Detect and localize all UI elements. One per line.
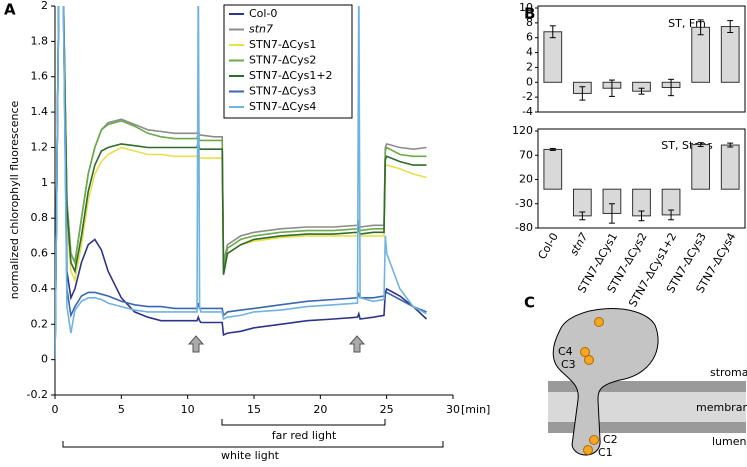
- legend-label: Col-0: [249, 7, 277, 20]
- bracket: [62, 441, 444, 448]
- error-bar: [608, 79, 615, 97]
- y-tick-label: -2: [522, 90, 533, 103]
- series-line: [55, 6, 427, 360]
- membrane-edge: [548, 422, 746, 433]
- bar: [691, 144, 711, 190]
- residue-label: C2: [603, 433, 618, 446]
- panel-label: B: [524, 5, 535, 23]
- y-tick-label: -4: [522, 105, 533, 118]
- bar: [543, 31, 563, 83]
- error-bar: [727, 20, 734, 34]
- y-tick-label: 0.4: [31, 282, 49, 295]
- error-bar: [579, 211, 586, 221]
- y-tick-label: 0.6: [31, 247, 49, 260]
- error-bar: [608, 203, 615, 224]
- y-tick-label: 20: [519, 173, 533, 186]
- x-axis-label: [min]: [461, 403, 490, 416]
- error-bar: [638, 87, 645, 95]
- y-tick-label: 0.8: [31, 211, 49, 224]
- legend-label: STN7-ΔCys3: [249, 85, 316, 98]
- error-bar: [549, 25, 556, 39]
- membrane-edge: [548, 381, 746, 392]
- y-tick-label: 0: [526, 75, 533, 88]
- series-line: [55, 6, 427, 360]
- y-tick-label: 6: [526, 31, 533, 44]
- error-bar: [668, 209, 675, 221]
- series-line: [55, 6, 427, 360]
- y-tick-label: 1: [41, 176, 48, 189]
- error-bar: [549, 147, 556, 151]
- error-bar: [668, 78, 675, 97]
- y-tick-label: 1.8: [31, 34, 49, 47]
- bar: [691, 26, 711, 83]
- panel-label: A: [4, 1, 16, 19]
- y-tick-label: 1.2: [31, 140, 49, 153]
- bracket: [221, 419, 386, 426]
- x-tick-label: Col-0: [536, 231, 561, 262]
- y-axis-label: normalized chlorophyll fluorescence: [8, 101, 21, 300]
- x-tick-label: 5: [118, 403, 125, 416]
- error-bar: [697, 19, 704, 36]
- x-tick-label: 25: [380, 403, 394, 416]
- plot-frame: [537, 5, 746, 113]
- panel-label: C: [524, 294, 535, 312]
- y-tick-label: 8: [526, 16, 533, 29]
- residue-label: C4: [558, 345, 573, 358]
- error-bar: [638, 210, 645, 222]
- error-bar: [697, 142, 704, 148]
- x-tick-label: 15: [247, 403, 261, 416]
- legend-label: STN7-ΔCys1+2: [249, 69, 333, 82]
- series-line: [55, 6, 427, 360]
- y-tick-label: 10: [519, 1, 533, 14]
- legend-label: STN7-ΔCys4: [249, 100, 316, 113]
- annotation: far red light: [272, 429, 337, 442]
- layer-label: stroma: [710, 366, 747, 379]
- y-tick-label: -30: [515, 197, 533, 210]
- error-bar: [579, 86, 586, 101]
- x-tick-label: 20: [313, 403, 327, 416]
- bar: [720, 144, 740, 190]
- cysteines: [580, 317, 604, 455]
- chart-title: ST, Fm: [668, 17, 706, 30]
- legend-label: stn7: [249, 23, 273, 36]
- residue-label: C1: [598, 446, 613, 459]
- bar: [543, 148, 563, 190]
- y-tick-label: 2: [526, 60, 533, 73]
- annotation: white light: [221, 449, 280, 462]
- arrow: [348, 335, 366, 353]
- y-tick-label: 4: [526, 46, 533, 59]
- legend-box: [223, 4, 353, 119]
- x-tick-label: 10: [181, 403, 195, 416]
- plot-frame: [537, 128, 746, 229]
- plot: [55, 6, 428, 360]
- legend-label: STN7-ΔCys1: [249, 38, 316, 51]
- y-tick-label: 70: [519, 148, 533, 161]
- protein: [552, 308, 659, 456]
- layer-label: lumen: [712, 435, 747, 448]
- x-tick-label: 0: [52, 403, 59, 416]
- y-tick-label: -0.2: [27, 388, 48, 401]
- arrow: [187, 335, 205, 353]
- layer-label: membrane: [696, 401, 747, 414]
- y-tick-label: 1.4: [31, 105, 49, 118]
- y-tick-label: 0.2: [31, 317, 49, 330]
- x-tick-label: 30: [446, 403, 460, 416]
- y-tick-label: 0: [41, 353, 48, 366]
- y-tick-label: 1.6: [31, 70, 49, 83]
- y-tick-label: 120: [512, 124, 533, 137]
- series-line: [55, 6, 428, 360]
- legend-label: STN7-ΔCys2: [249, 54, 316, 67]
- bar: [720, 26, 740, 83]
- residue-label: C3: [561, 358, 576, 371]
- y-tick-label: -80: [515, 221, 533, 234]
- x-tick-label: stn7: [567, 231, 590, 258]
- error-bar: [727, 142, 734, 148]
- y-tick-label: 2: [41, 0, 48, 12]
